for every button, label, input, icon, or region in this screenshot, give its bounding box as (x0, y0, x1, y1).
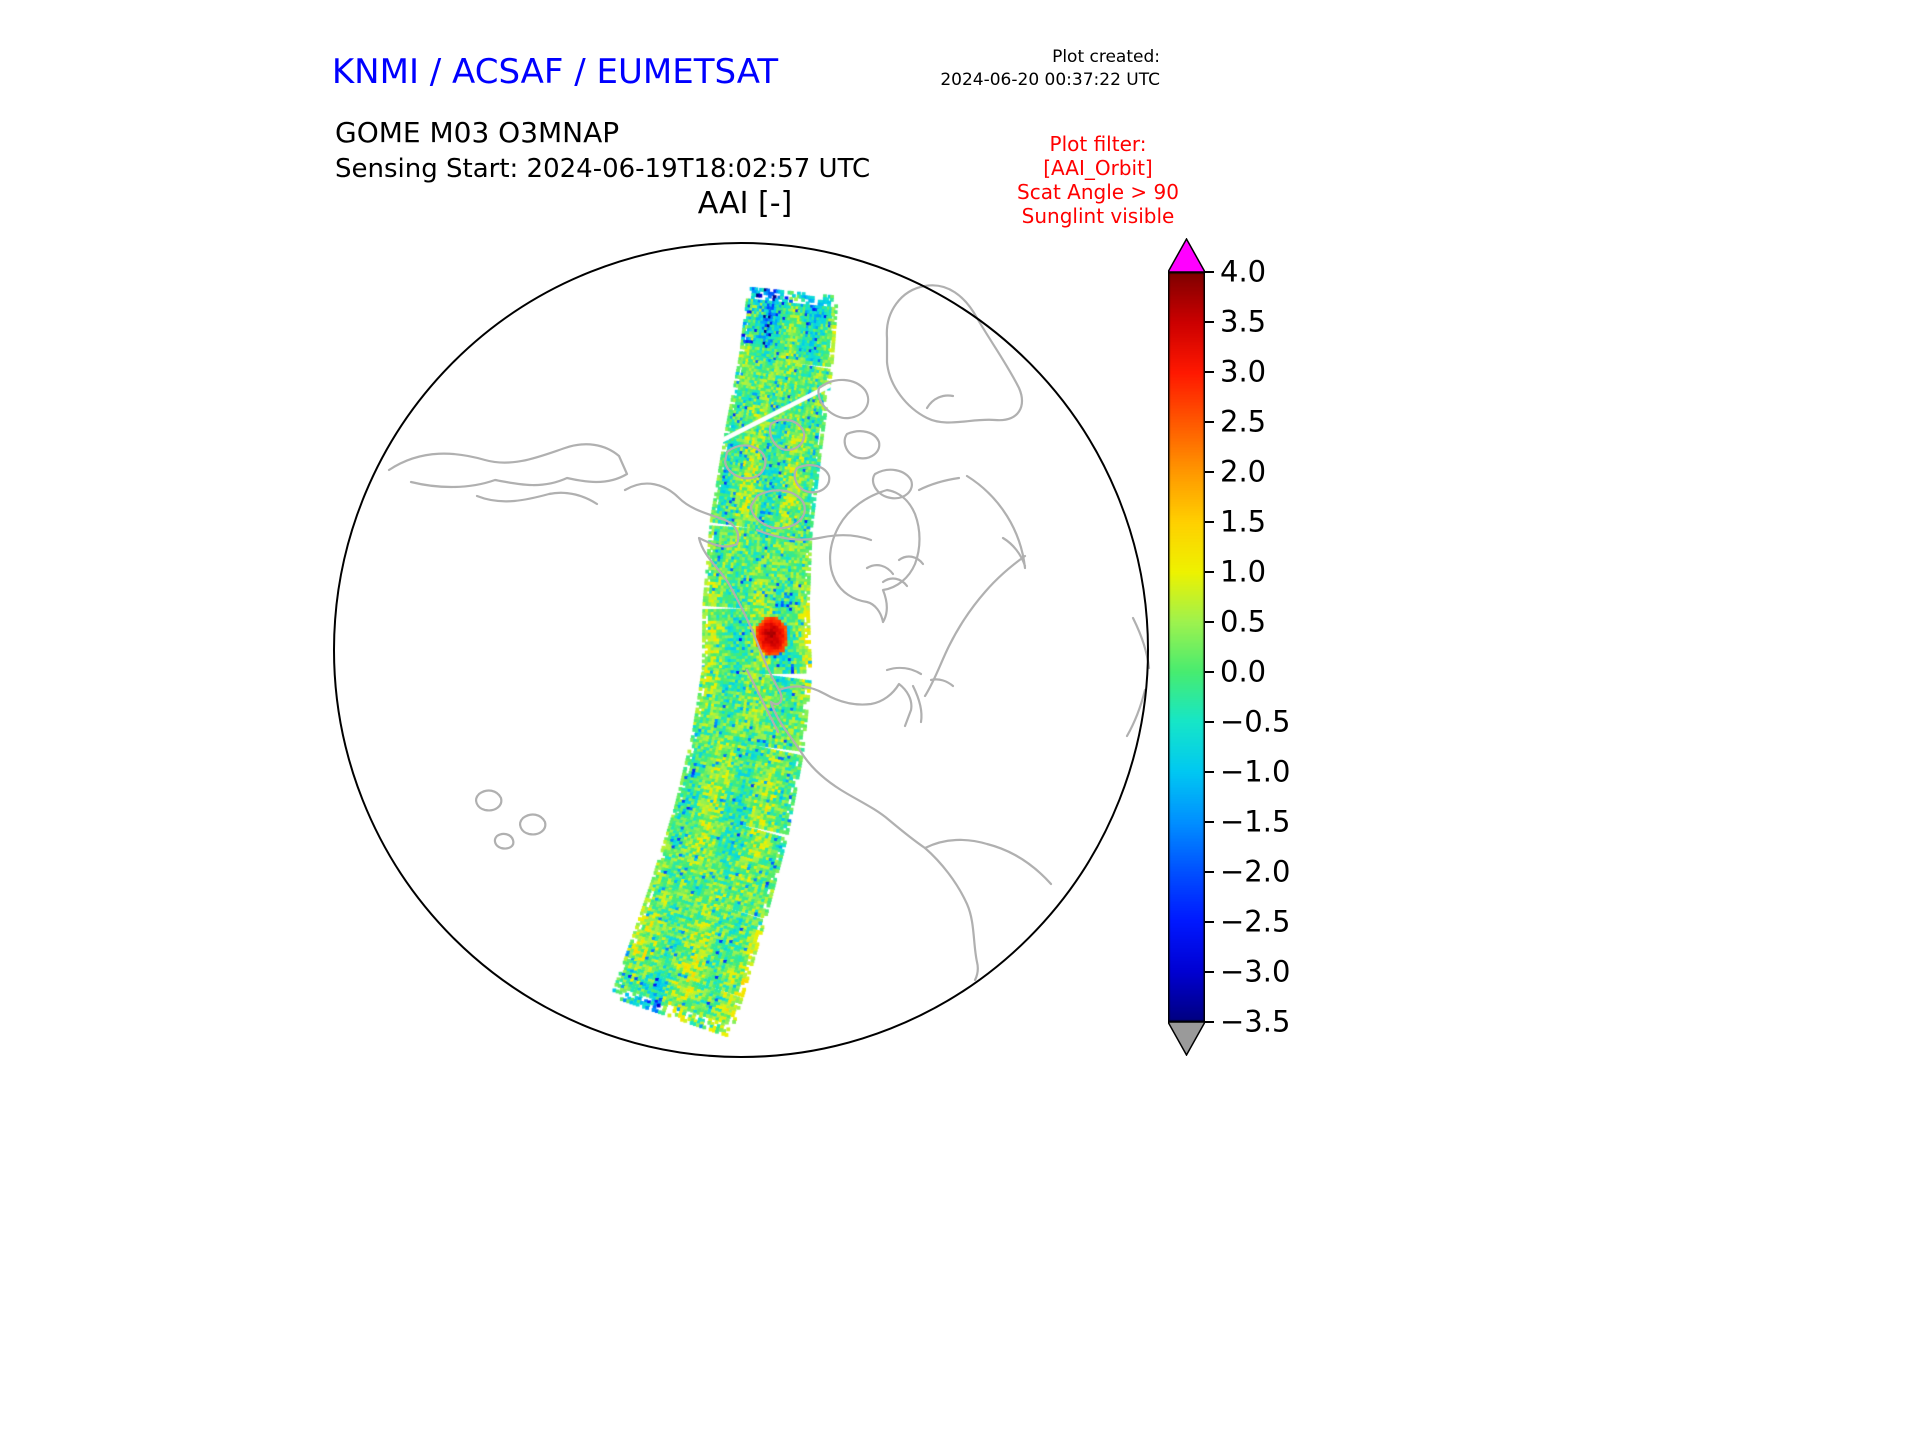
colorbar-gradient (1168, 272, 1205, 1022)
colorbar-tick-label: 0.5 (1220, 604, 1267, 639)
colorbar: 4.0 3.5 3.0 2.5 2.0 1.5 1.0 0.5 0.0 −0.5 −1.0 −1.5 −… (1160, 238, 1340, 1098)
colorbar-over-arrow-icon (1168, 238, 1205, 272)
colorbar-tick-mark (1205, 271, 1214, 273)
colorbar-tick-label: 1.0 (1220, 554, 1267, 589)
colorbar-tick-mark (1205, 571, 1214, 573)
colorbar-tick-label: −1.5 (1220, 804, 1291, 839)
colorbar-under-arrow-icon (1168, 1022, 1205, 1056)
colorbar-tick-label: 4.0 (1220, 254, 1267, 289)
plot-filter-line3: Scat Angle > 90 (1017, 180, 1179, 204)
sensing-start: Sensing Start: 2024-06-19T18:02:57 UTC (335, 154, 871, 184)
colorbar-tick-mark (1205, 971, 1214, 973)
colorbar-tick-label: −0.5 (1220, 704, 1291, 739)
plot-filter-block: Plot filter: [AAI_Orbit] Scat Angle > 90… (968, 132, 1228, 228)
colorbar-tick-mark (1205, 671, 1214, 673)
plot-created-block: Plot created: 2024-06-20 00:37:22 UTC (900, 46, 1160, 92)
globe-map (327, 238, 1155, 1066)
colorbar-tick-mark (1205, 621, 1214, 623)
colorbar-tick-label: −3.5 (1220, 1004, 1291, 1039)
colorbar-tick-label: 3.0 (1220, 354, 1267, 389)
colorbar-tick-mark (1205, 771, 1214, 773)
colorbar-tick-mark (1205, 321, 1214, 323)
colorbar-tick-label: 2.5 (1220, 404, 1267, 439)
colorbar-tick-mark (1205, 721, 1214, 723)
colorbar-tick-label: 3.5 (1220, 304, 1267, 339)
plot-filter-line2: [AAI_Orbit] (1043, 156, 1153, 180)
colorbar-tick-mark (1205, 471, 1214, 473)
colorbar-tick-label: −2.0 (1220, 854, 1291, 889)
agency-title: KNMI / ACSAF / EUMETSAT (331, 52, 779, 92)
colorbar-ticks: 4.0 3.5 3.0 2.5 2.0 1.5 1.0 0.5 0.0 −0.5 −1.0 −1.5 −… (1160, 238, 1340, 1098)
globe-outline (333, 242, 1149, 1058)
plot-filter-line1: Plot filter: (1049, 132, 1147, 156)
plot-created-label: Plot created: (1052, 47, 1160, 67)
coastlines (387, 284, 1151, 982)
colorbar-tick-label: 0.0 (1220, 654, 1267, 689)
colorbar-tick-label: −1.0 (1220, 754, 1291, 789)
product-title: GOME M03 O3MNAP (335, 116, 620, 149)
coastlines-overlay (333, 242, 1151, 1058)
colorbar-tick-mark (1205, 921, 1214, 923)
colorbar-tick-label: −3.0 (1220, 954, 1291, 989)
colorbar-tick-label: 1.5 (1220, 504, 1267, 539)
colorbar-tick-label: 2.0 (1220, 454, 1267, 489)
colorbar-tick-mark (1205, 871, 1214, 873)
colorbar-tick-label: −2.5 (1220, 904, 1291, 939)
map-title: AAI [-] (697, 186, 793, 221)
colorbar-tick-mark (1205, 371, 1214, 373)
colorbar-tick-mark (1205, 421, 1214, 423)
colorbar-tick-mark (1205, 521, 1214, 523)
plot-created-value: 2024-06-20 00:37:22 UTC (940, 70, 1160, 90)
swath-heatmap-canvas (327, 238, 1155, 1066)
colorbar-tick-mark (1205, 821, 1214, 823)
colorbar-tick-mark (1205, 1021, 1214, 1023)
plot-filter-line4: Sunglint visible (1021, 204, 1175, 228)
